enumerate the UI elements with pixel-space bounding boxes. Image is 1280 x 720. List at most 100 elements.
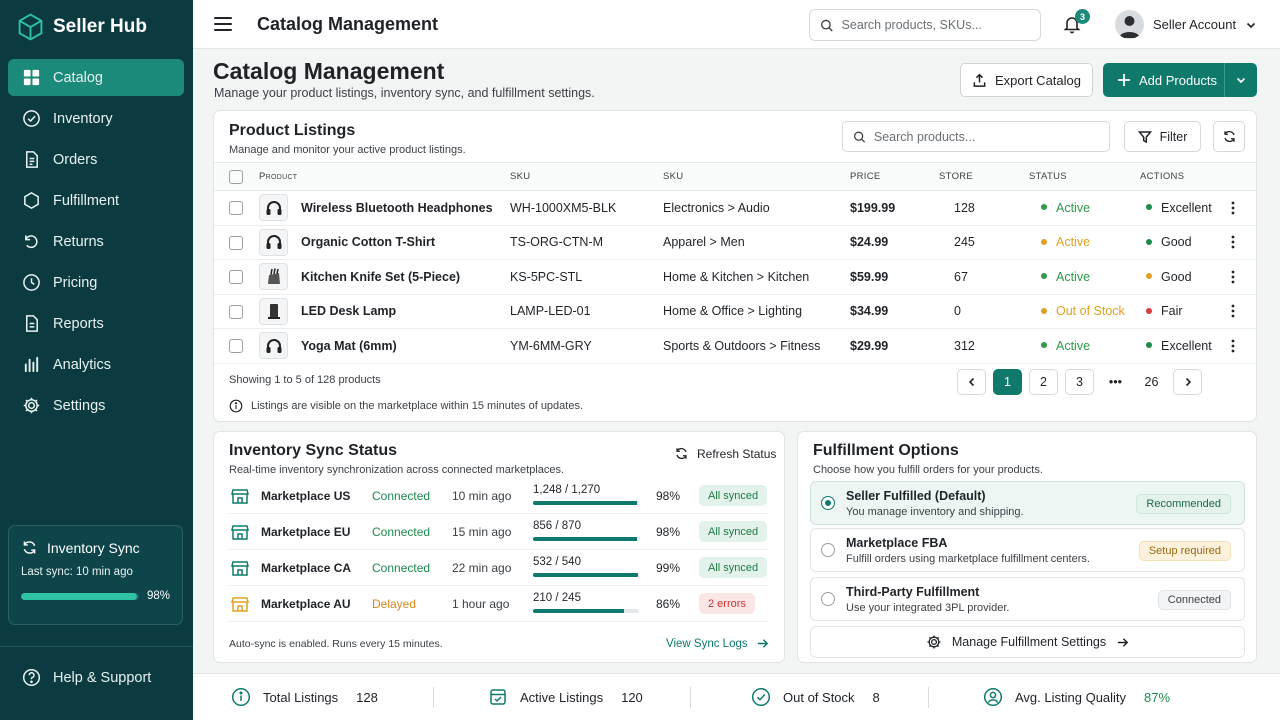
- sidebar-item-orders[interactable]: Orders: [8, 141, 184, 178]
- account-menu[interactable]: Seller Account: [1115, 10, 1257, 39]
- fulfillment-option[interactable]: Marketplace FBA Fulfill orders using mark…: [810, 528, 1245, 572]
- help-support-link[interactable]: Help & Support: [8, 661, 183, 694]
- sidebar-item-analytics[interactable]: Analytics: [8, 346, 184, 383]
- add-products-dropdown[interactable]: [1224, 63, 1257, 97]
- sidebar-item-returns[interactable]: Returns: [8, 223, 184, 260]
- fulfillment-option[interactable]: Third-Party Fulfillment Use your integrat…: [810, 577, 1245, 621]
- fulfillment-radio[interactable]: [821, 543, 835, 557]
- status-text: Active: [1056, 338, 1091, 353]
- export-catalog-button[interactable]: Export Catalog: [960, 63, 1093, 97]
- chevron-left-icon: [968, 377, 974, 387]
- bell-icon[interactable]: [1062, 14, 1082, 34]
- bar-chart-icon: [24, 356, 39, 373]
- avatar-person-icon: [1119, 16, 1140, 38]
- inventory-sync-card[interactable]: Inventory Sync Last sync: 10 min ago 98%: [8, 525, 183, 625]
- product-thumbnail: [259, 228, 288, 256]
- product-name[interactable]: Yoga Mat (6mm): [301, 338, 397, 353]
- storefront-icon: [231, 561, 249, 576]
- table-row[interactable]: Yoga Mat (6mm) YM-6MM-GRY Sports & Outdoor…: [214, 328, 1256, 364]
- view-sync-logs-link[interactable]: View Sync Logs: [666, 637, 769, 650]
- marketplace-row[interactable]: Marketplace CA Connected 22 min ago 532 / 5…: [229, 550, 769, 586]
- row-checkbox[interactable]: [229, 339, 243, 354]
- manage-fulfillment-label: Manage Fulfillment Settings: [951, 635, 1107, 649]
- product-name[interactable]: Wireless Bluetooth Headphones: [301, 200, 493, 215]
- marketplace-name: Marketplace US: [261, 489, 351, 503]
- add-products-main[interactable]: Add Products: [1103, 63, 1224, 97]
- sidebar-item-pricing[interactable]: Pricing: [8, 264, 184, 301]
- hamburger-menu-icon[interactable]: [213, 15, 233, 33]
- row-checkbox[interactable]: [229, 304, 243, 319]
- column-header-product[interactable]: Product: [259, 162, 510, 191]
- fulfillment-radio[interactable]: [821, 592, 835, 606]
- product-name[interactable]: LED Desk Lamp: [301, 304, 397, 319]
- stat-label: Active Listings: [520, 689, 604, 705]
- global-search-input[interactable]: [841, 18, 1040, 32]
- quality-dot: [1146, 307, 1152, 314]
- connection-status: Connected: [372, 561, 431, 575]
- more-vertical-icon[interactable]: [1225, 234, 1241, 250]
- sidebar-item-catalog[interactable]: Catalog: [8, 59, 184, 96]
- table-row[interactable]: Kitchen Knife Set (5-Piece) KS-5PC-STL Hom…: [214, 259, 1256, 295]
- product-name[interactable]: Organic Cotton T-Shirt: [301, 235, 436, 250]
- fulfillment-option-badge: Setup required: [1138, 541, 1231, 561]
- product-thumbnail: [259, 194, 288, 222]
- sidebar-item-inventory[interactable]: Inventory: [8, 100, 184, 137]
- row-checkbox[interactable]: [229, 270, 243, 285]
- product-name[interactable]: Kitchen Knife Set (5-Piece): [301, 269, 461, 284]
- stat-avg-listing-quality: Avg. Listing Quality 87%: [983, 687, 1170, 707]
- stat-out-of-stock: Out of Stock 8: [751, 687, 880, 707]
- refresh-icon: [676, 447, 687, 460]
- table-row[interactable]: LED Desk Lamp LAMP-LED-01 Home & Office > …: [214, 294, 1256, 329]
- page-button-1[interactable]: 1: [993, 369, 1022, 395]
- sidebar-item-settings[interactable]: Settings: [8, 387, 184, 424]
- prev-page-button[interactable]: [957, 369, 986, 395]
- sync-progress-fill: [533, 573, 638, 577]
- column-header-category[interactable]: SKU: [663, 162, 850, 191]
- column-header-price[interactable]: PRICE: [850, 162, 939, 191]
- product-search[interactable]: [842, 121, 1110, 152]
- storefront-icon: [231, 489, 249, 504]
- table-row[interactable]: Organic Cotton T-Shirt TS-ORG-CTN-M Appare…: [214, 225, 1256, 260]
- status-text: Out of Stock: [1056, 304, 1125, 319]
- marketplace-row[interactable]: Marketplace EU Connected 15 min ago 856 / 8…: [229, 514, 769, 550]
- refresh-status-button[interactable]: Refresh Status: [674, 446, 776, 461]
- table-row[interactable]: Wireless Bluetooth Headphones WH-1000XM5-…: [214, 190, 1256, 226]
- more-vertical-icon[interactable]: [1225, 303, 1241, 319]
- global-search[interactable]: [809, 9, 1041, 41]
- manage-fulfillment-settings-button[interactable]: Manage Fulfillment Settings: [810, 626, 1245, 658]
- marketplace-row[interactable]: Marketplace US Connected 10 min ago 1,248 /…: [229, 478, 769, 514]
- select-all-checkbox[interactable]: [229, 169, 243, 184]
- marketplace-row[interactable]: Marketplace AU Delayed 1 hour ago 210 / 245…: [229, 586, 769, 622]
- product-cell: Organic Cotton T-Shirt: [259, 225, 510, 260]
- sidebar-item-reports[interactable]: Reports: [8, 305, 184, 342]
- next-page-button[interactable]: [1173, 369, 1202, 395]
- sidebar-item-fulfillment[interactable]: Fulfillment: [8, 182, 184, 219]
- column-header-store[interactable]: STORE: [939, 162, 1029, 191]
- page-button-26[interactable]: 26: [1144, 375, 1159, 389]
- refresh-listings-button[interactable]: [1213, 121, 1245, 152]
- fulfillment-option[interactable]: Seller Fulfilled (Default) You manage inv…: [810, 481, 1245, 525]
- product-listings-card: Product Listings Manage and monitor your…: [213, 110, 1257, 422]
- brand[interactable]: Seller Hub: [0, 0, 193, 54]
- row-checkbox[interactable]: [229, 235, 243, 250]
- fulfillment-options-card: Fulfillment Options Choose how you fulfi…: [797, 431, 1257, 663]
- sku-cell: WH-1000XM5-BLK: [510, 190, 663, 226]
- sidebar-item-label: Catalog: [53, 69, 103, 86]
- pagination: 1 2 3 ••• 26: [957, 369, 1202, 395]
- column-header-status[interactable]: STATUS: [1029, 162, 1140, 191]
- more-vertical-icon[interactable]: [1225, 269, 1241, 285]
- check-circle-icon: [751, 687, 771, 707]
- column-header-sku[interactable]: SKU: [510, 162, 663, 191]
- fulfillment-radio[interactable]: [821, 496, 835, 510]
- storefront-icon: [231, 597, 249, 612]
- more-vertical-icon[interactable]: [1225, 200, 1241, 216]
- row-checkbox[interactable]: [229, 201, 243, 216]
- page-button-2[interactable]: 2: [1029, 369, 1058, 395]
- add-products-button[interactable]: Add Products: [1103, 63, 1257, 97]
- filter-button[interactable]: Filter: [1124, 121, 1201, 152]
- more-vertical-icon[interactable]: [1225, 338, 1241, 354]
- product-search-input[interactable]: [873, 129, 1109, 144]
- page-button-3[interactable]: 3: [1065, 369, 1094, 395]
- filter-icon: [1137, 130, 1152, 143]
- gear-icon: [927, 635, 941, 649]
